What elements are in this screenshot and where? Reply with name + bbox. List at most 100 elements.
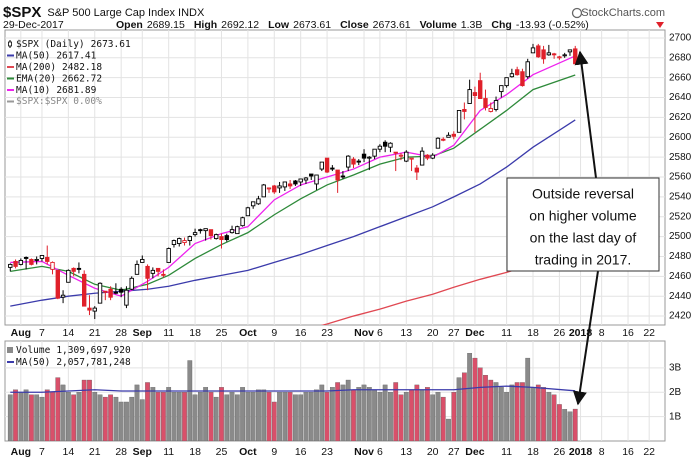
volume-bar — [514, 382, 520, 441]
volume-bar — [145, 382, 150, 441]
x-tick-label: Sep — [133, 446, 152, 458]
x-tick-label: 23 — [321, 327, 333, 339]
x-tick-label: 7 — [39, 327, 45, 339]
x-tick-label: 27 — [448, 327, 460, 339]
x-tick-label: 28 — [115, 446, 127, 458]
volume-bar — [393, 382, 399, 441]
change-down-icon — [656, 22, 664, 28]
candle-body — [541, 49, 546, 60]
candle-body — [425, 154, 430, 159]
candle-body — [462, 109, 467, 112]
x-tick-label: Oct — [239, 327, 257, 339]
candle-body — [409, 157, 414, 160]
candle-body — [557, 56, 562, 59]
quote-label: Close — [340, 19, 369, 31]
volume-bar — [535, 384, 541, 441]
candle-body — [372, 148, 377, 157]
volume-bar — [446, 418, 451, 441]
volume-bar — [129, 396, 135, 441]
volume-bar — [430, 394, 436, 441]
candle-body — [171, 240, 177, 245]
y-tick-label: 2560 — [669, 172, 692, 183]
candle-body — [145, 265, 150, 279]
x-tick-label: 8 — [599, 446, 605, 458]
volume-bar — [60, 384, 66, 441]
volume-bar — [530, 387, 536, 441]
legend-value: 2681.89 — [56, 85, 96, 96]
volume-bar — [76, 392, 82, 441]
y-tick-label: 3B — [669, 362, 682, 373]
x-tick-label: Sep — [133, 327, 152, 339]
volume-bar — [250, 392, 256, 441]
candle-body — [520, 71, 525, 87]
candle-body — [82, 273, 87, 307]
candle-body — [250, 201, 256, 207]
annotation: Outside reversal on higher volume on the l… — [529, 186, 637, 268]
y-tick-label: 2520 — [669, 211, 692, 222]
x-tick-label: 20 — [427, 327, 439, 339]
legend-entry: MA(10) 2681.89 — [16, 85, 97, 96]
legend-value: 2,057,781,248 — [56, 357, 131, 368]
volume-bar — [509, 384, 515, 441]
volume-bar — [567, 411, 573, 441]
x-tick-label: 22 — [643, 327, 655, 339]
volume-bar — [493, 382, 499, 441]
quote-label: Chg — [491, 19, 511, 31]
x-tick-label: 22 — [643, 446, 655, 458]
arrow — [572, 270, 599, 406]
candle-body — [224, 235, 229, 241]
candle-body — [229, 229, 235, 234]
candle-body — [493, 100, 499, 110]
volume-bar — [245, 392, 251, 441]
candle-body — [76, 267, 82, 270]
volume-bar — [171, 392, 177, 441]
volume-bar — [219, 387, 224, 441]
y-tick-label: 2660 — [669, 72, 692, 83]
x-tick-label: 25 — [216, 446, 228, 458]
legend-value: 2662.72 — [62, 73, 102, 84]
x-tick-label: 26 — [554, 446, 566, 458]
candle-body — [398, 154, 404, 157]
volume-bar — [50, 392, 55, 441]
legend-entry: $SPX:$SPX 0.00% — [16, 96, 102, 107]
volume-bar — [483, 374, 488, 441]
volume-bar — [287, 392, 293, 441]
legend-entry: MA(50) 2617.41 — [16, 50, 97, 61]
quote-value: 2692.12 — [221, 19, 259, 31]
candle-body — [8, 263, 13, 268]
y-tick-label: 2440 — [669, 291, 692, 302]
volume-bar — [23, 389, 29, 441]
candle-body — [29, 258, 34, 265]
candle-body — [177, 238, 182, 245]
candle-body — [514, 69, 520, 76]
candle-body — [261, 184, 266, 198]
candle-body — [266, 187, 272, 190]
x-tick-label: 8 — [599, 327, 605, 339]
candle-body — [478, 80, 483, 99]
volume-bar — [87, 379, 92, 441]
volume-bar — [308, 392, 314, 441]
x-tick-label: 11 — [163, 327, 174, 339]
volume-bar — [161, 392, 166, 441]
volume-bar — [425, 387, 430, 441]
candle-body — [150, 269, 156, 274]
volume-bar — [435, 392, 441, 441]
annotation-line: on the last day of — [530, 230, 637, 246]
candle-body — [39, 255, 45, 259]
y-tick-label: 2540 — [669, 192, 692, 203]
y-tick-label: 2680 — [669, 52, 692, 63]
candle-body — [13, 260, 18, 267]
candle-body — [483, 98, 488, 108]
x-tick-label: Aug — [11, 446, 31, 458]
candle-body — [187, 236, 192, 242]
candle-body — [562, 54, 567, 57]
volume-bar — [345, 379, 351, 441]
quote-value: 2673.61 — [373, 19, 411, 31]
y-tick-label: 2500 — [669, 231, 692, 242]
candle-body — [124, 289, 129, 306]
candle-body — [298, 178, 303, 183]
candle-body — [404, 151, 409, 162]
candle-body — [108, 288, 113, 298]
candle-body — [71, 267, 76, 272]
volume-bar — [224, 394, 230, 441]
